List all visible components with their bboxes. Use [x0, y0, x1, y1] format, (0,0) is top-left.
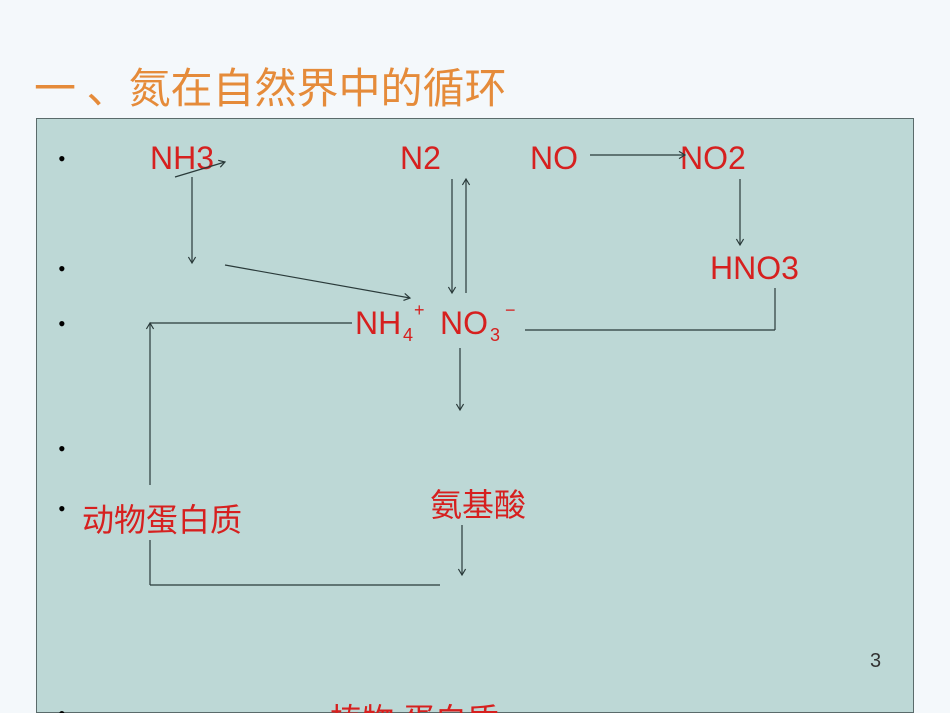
bullet-6: • [58, 703, 66, 713]
label-no3-sup: − [505, 300, 516, 321]
label-n2: N2 [400, 140, 441, 177]
bullet-5: • [58, 498, 66, 520]
label-animal: 动物蛋白质 [82, 495, 242, 541]
diagram-panel [36, 118, 914, 713]
label-amino: 氨基酸 [430, 480, 526, 526]
bullet-4: • [58, 438, 66, 460]
label-nh4-sup: + [414, 300, 425, 321]
label-no3-sub: 3 [490, 325, 500, 346]
label-nh4: NH [355, 305, 401, 342]
label-nh3: NH3 [150, 140, 214, 177]
bullet-1: • [58, 148, 66, 170]
bullet-2: • [58, 258, 66, 280]
label-no3: NO [440, 305, 488, 342]
label-no: NO [530, 140, 578, 177]
label-plant: 植物 蛋白质 [330, 695, 499, 713]
bullet-3: • [58, 313, 66, 335]
label-no2: NO2 [680, 140, 746, 177]
slide-root: 一 、氮在自然界中的循环 • • • • • • NH3 N2 NO NO2 H… [0, 0, 950, 713]
page-number: 3 [870, 650, 881, 673]
label-nh4-sub: 4 [403, 325, 413, 346]
label-hno3: HNO3 [710, 250, 799, 287]
slide-title: 一 、氮在自然界中的循环 [34, 55, 507, 116]
